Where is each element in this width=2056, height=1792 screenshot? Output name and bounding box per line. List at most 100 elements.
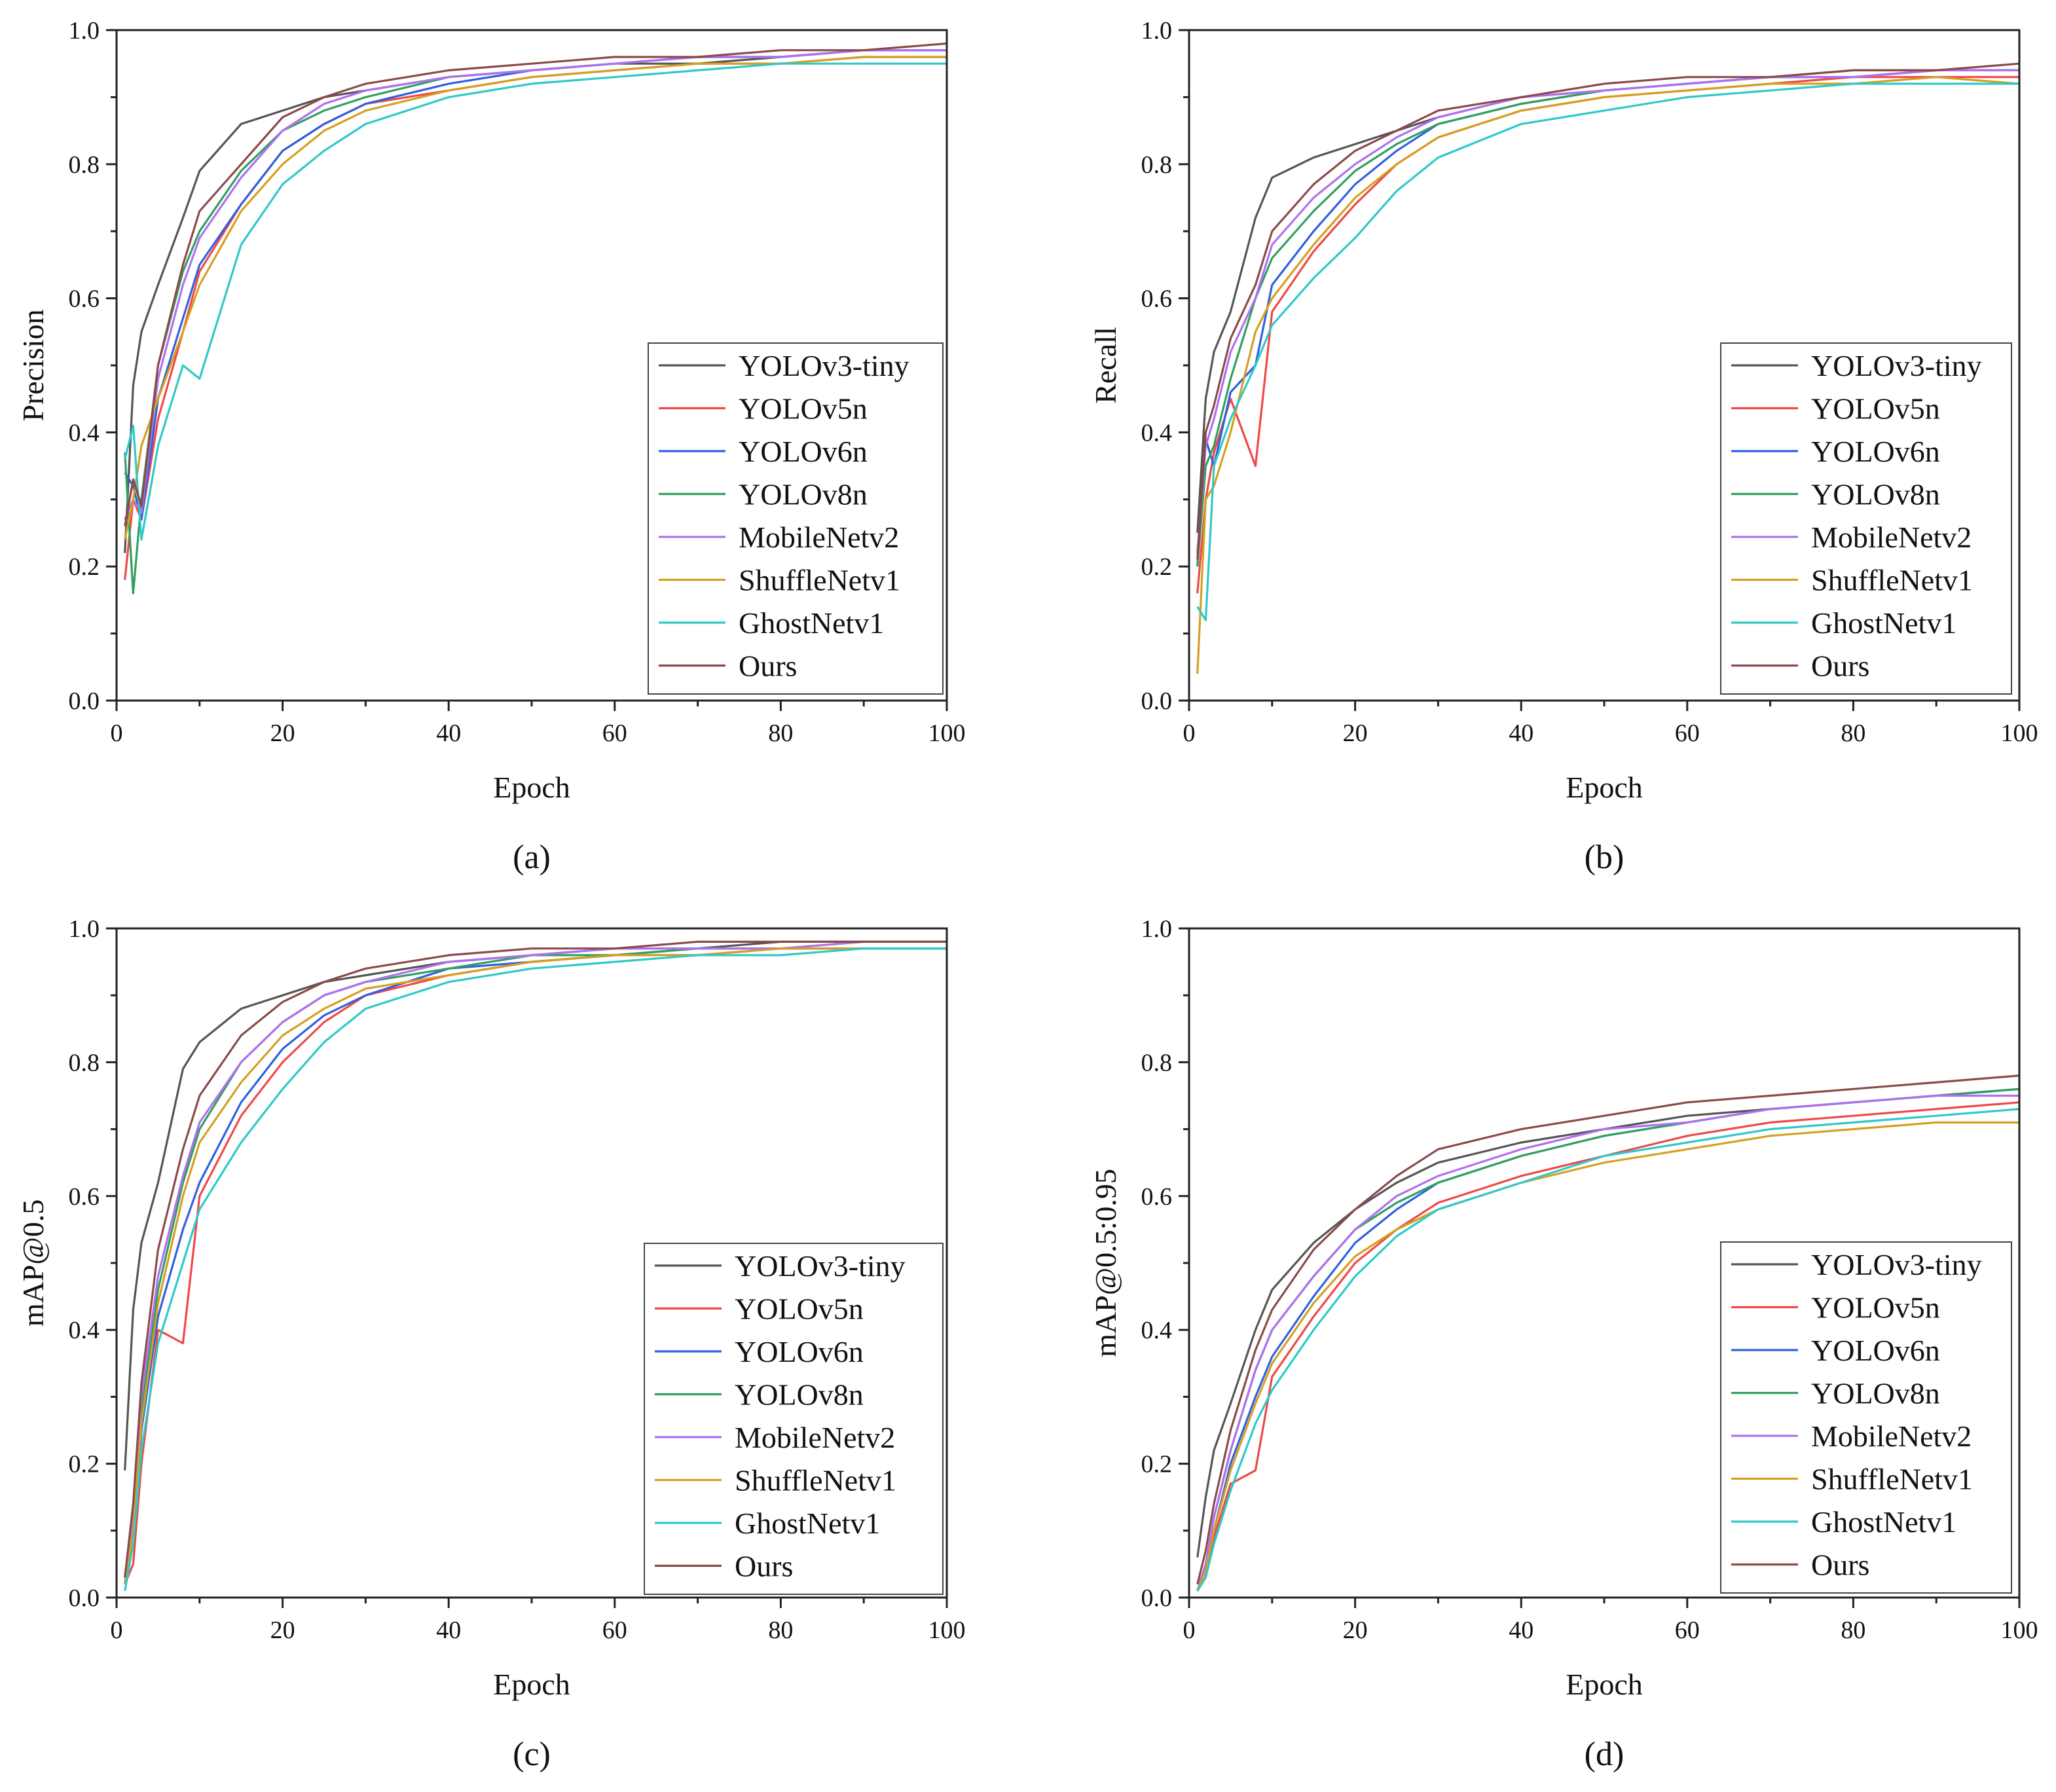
legend: YOLOv3-tiny YOLOv5n YOLOv6n YOLOv8n MobileNe… [648, 342, 944, 695]
legend-label: Ours [739, 649, 797, 683]
x-tick-label: 100 [928, 720, 966, 747]
y-tick-label: 1.0 [69, 17, 100, 45]
legend-label: ShuffleNetv1 [735, 1464, 896, 1497]
legend-label: YOLOv3-tiny [735, 1249, 906, 1283]
panel-caption: (b) [1585, 839, 1625, 876]
legend-label: YOLOv6n [739, 435, 868, 468]
chart-panel-3: 0 20 40 60 80 100 0.0 0.2 0.4 0.6 0.8 1.0 Epoch mAP@0… [16, 915, 966, 1773]
series-line-ours [1196, 1074, 2019, 1584]
legend-label: Ours [735, 1550, 793, 1583]
legend-label: YOLOv3-tiny [739, 349, 909, 382]
panel-caption: (d) [1585, 1736, 1625, 1773]
x-tick-label: 100 [2001, 1617, 2038, 1644]
legend-label: GhostNetv1 [1811, 606, 1956, 640]
y-tick-label: 0.8 [1141, 1049, 1173, 1076]
y-tick-label: 0.4 [1141, 1317, 1173, 1344]
x-tick-label: 0 [1183, 720, 1196, 747]
y-tick-label: 0.0 [1141, 1584, 1173, 1612]
y-tick-label: 0.4 [69, 1317, 100, 1344]
series-group [124, 42, 947, 594]
legend-label: MobileNetv2 [1811, 1419, 1972, 1453]
y-tick-label: 0.2 [1141, 553, 1173, 581]
legend-label: YOLOv5n [735, 1292, 864, 1326]
series-line-ours [124, 940, 947, 1578]
x-tick-label: 40 [436, 1617, 461, 1644]
x-tick-label: 20 [1343, 720, 1368, 747]
series-line-ours [124, 42, 947, 527]
legend-label: ShuffleNetv1 [1811, 1463, 1973, 1496]
x-tick-label: 20 [270, 1617, 295, 1644]
x-axis-title: Epoch [493, 771, 570, 804]
legend-box [1720, 1241, 2012, 1594]
x-axis-title: Epoch [493, 1668, 570, 1701]
series-line-shufflenetv1 [124, 947, 947, 1584]
legend-label: GhostNetv1 [735, 1507, 880, 1540]
y-axis-title: mAP@0.5 [16, 1199, 50, 1326]
legend: YOLOv3-tiny YOLOv5n YOLOv6n YOLOv8n MobileNe… [1720, 342, 2012, 695]
chart-panel-2: 0 20 40 60 80 100 0.0 0.2 0.4 0.6 0.8 1.0 Epoch Recal… [1089, 17, 2038, 876]
series-line-ghostnetv1 [124, 947, 947, 1592]
y-tick-label: 0.0 [69, 687, 100, 715]
legend-label: Ours [1811, 649, 1869, 683]
x-tick-label: 40 [1509, 1617, 1533, 1644]
legend-label: MobileNetv2 [735, 1421, 895, 1454]
y-tick-label: 1.0 [69, 915, 100, 943]
y-tick-label: 0.0 [1141, 687, 1173, 715]
x-tick-label: 40 [436, 720, 461, 747]
legend-label: YOLOv6n [1811, 1334, 1940, 1367]
legend-label: GhostNetv1 [739, 606, 884, 640]
series-line-mobilenetv2 [1196, 69, 2019, 553]
y-tick-label: 0.8 [1141, 151, 1173, 179]
x-tick-label: 80 [1841, 1617, 1865, 1644]
x-tick-label: 100 [928, 1617, 966, 1644]
x-tick-label: 60 [602, 1617, 627, 1644]
legend-label: Ours [1811, 1548, 1869, 1582]
legend-label: YOLOv8n [1811, 478, 1940, 511]
x-axis-title: Epoch [1566, 771, 1643, 804]
x-tick-label: 60 [1675, 720, 1700, 747]
series-line-mobilenetv2 [124, 940, 947, 1584]
y-axis-title: Recall [1089, 327, 1122, 404]
series-line-ghostnetv1 [1196, 1108, 2019, 1592]
chart-panel-4: 0 20 40 60 80 100 0.0 0.2 0.4 0.6 0.8 1.0 Epoch mAP@0… [1089, 915, 2038, 1773]
panel-caption: (c) [513, 1736, 551, 1773]
legend-box [648, 342, 944, 695]
x-tick-label: 80 [768, 720, 793, 747]
y-tick-label: 0.6 [69, 285, 100, 313]
y-tick-label: 0.0 [69, 1584, 100, 1612]
y-tick-label: 0.8 [69, 151, 100, 179]
legend-label: MobileNetv2 [1811, 521, 1972, 554]
series-group [1196, 1074, 2019, 1592]
series-line-mobilenetv2 [1196, 1094, 2019, 1592]
panel-caption: (a) [513, 839, 551, 876]
legend-label: GhostNetv1 [1811, 1505, 1956, 1539]
legend-label: YOLOv5n [1811, 1291, 1940, 1325]
series-line-shufflenetv1 [1196, 76, 2019, 674]
legend: YOLOv3-tiny YOLOv5n YOLOv6n YOLOv8n MobileNe… [1720, 1241, 2012, 1594]
x-tick-label: 0 [1183, 1617, 1196, 1644]
legend-label: YOLOv6n [1811, 435, 1940, 468]
y-tick-label: 0.6 [69, 1183, 100, 1211]
x-tick-label: 60 [602, 720, 627, 747]
x-tick-label: 40 [1509, 720, 1533, 747]
series-line-shufflenetv1 [1196, 1121, 2019, 1592]
x-tick-label: 80 [768, 1617, 793, 1644]
legend-label: YOLOv8n [1811, 1377, 1940, 1410]
legend-box [644, 1243, 944, 1595]
series-line-ours [1196, 62, 2019, 560]
x-tick-label: 20 [270, 720, 295, 747]
legend-label: YOLOv8n [739, 478, 868, 511]
series-group [124, 940, 947, 1592]
legend-label: YOLOv5n [1811, 392, 1940, 426]
y-tick-label: 0.8 [69, 1049, 100, 1076]
x-tick-label: 100 [2001, 720, 2038, 747]
legend: YOLOv3-tiny YOLOv5n YOLOv6n YOLOv8n MobileNe… [644, 1243, 944, 1595]
y-tick-label: 0.2 [69, 1451, 100, 1478]
legend-label: MobileNetv2 [739, 521, 899, 554]
x-tick-label: 60 [1675, 1617, 1700, 1644]
legend-label: ShuffleNetv1 [739, 564, 900, 597]
series-group [1196, 62, 2019, 674]
chart-panel-1: 0 20 40 60 80 100 0.0 0.2 0.4 0.6 0.8 1.0 Epoch Preci… [16, 17, 966, 876]
y-tick-label: 0.4 [1141, 419, 1173, 447]
